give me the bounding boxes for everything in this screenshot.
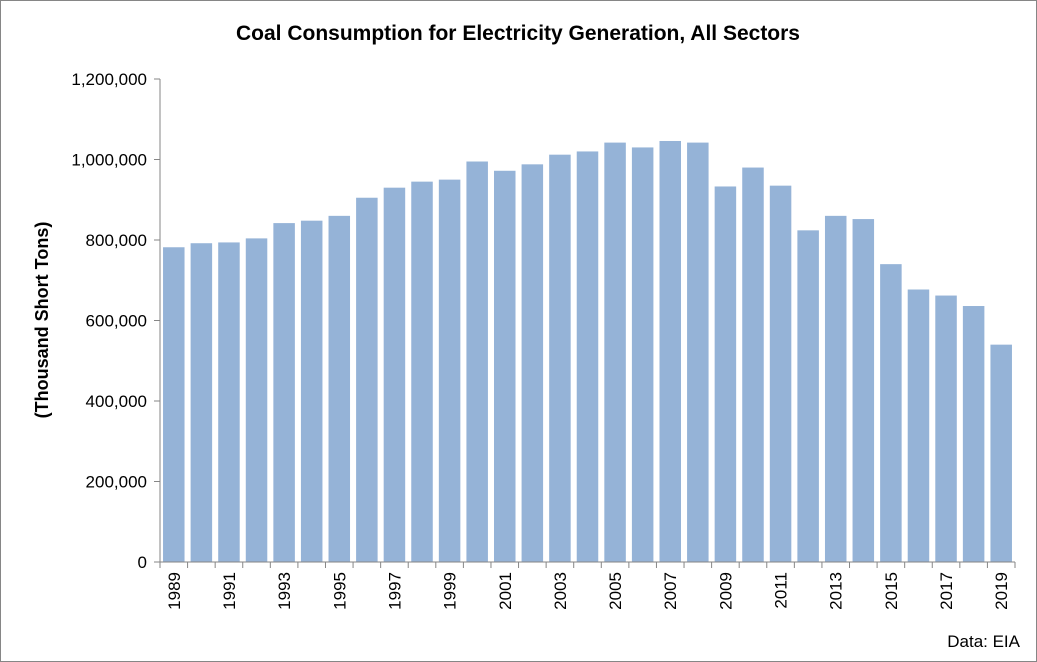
y-tick-label: 1,200,000: [71, 70, 147, 89]
bar-2003: [549, 154, 571, 563]
x-tick-label: 2019: [992, 572, 1011, 610]
y-tick-label: 0: [138, 553, 147, 572]
x-tick-label: 1989: [165, 572, 184, 610]
y-tick-label: 600,000: [86, 312, 147, 331]
bar-2001: [494, 170, 516, 562]
x-tick-label: 2005: [606, 572, 625, 610]
x-tick-label: 2001: [496, 572, 515, 610]
bar-1990: [190, 243, 213, 562]
x-tick-label: 1997: [385, 572, 404, 610]
y-tick-label: 1,000,000: [71, 151, 147, 170]
y-axis-label: (Thousand Short Tons): [32, 222, 52, 419]
x-tick-label: 1995: [330, 572, 349, 610]
x-tick-label: 1999: [441, 572, 460, 610]
bar-2015: [880, 264, 902, 562]
bar-2008: [687, 142, 709, 562]
chart-title: Coal Consumption for Electricity Generat…: [236, 22, 800, 45]
bar-1989: [163, 247, 185, 562]
bar-2006: [631, 147, 654, 562]
x-tick-label: 2003: [551, 572, 570, 610]
x-tick-label: 2015: [882, 572, 901, 610]
axes-group: [154, 78, 1016, 568]
bar-2005: [604, 142, 626, 562]
x-tick-label: 2009: [716, 572, 735, 610]
y-tick-label: 200,000: [86, 473, 147, 492]
bar-2017: [935, 295, 957, 562]
bars-group: [163, 140, 1012, 563]
y-tick-labels: 0 200,000 400,000 600,000 800,000 1,000,000 1,…: [71, 70, 147, 572]
bar-2016: [907, 289, 930, 562]
x-tick-label: 2017: [937, 572, 956, 610]
bar-1996: [356, 197, 378, 563]
bar-1998: [411, 181, 433, 562]
bar-2000: [466, 161, 488, 562]
x-tick-labels: 1989 1991 1993 1995 1997 1999 2001 2003 2005 2007…: [165, 572, 1011, 610]
bar-1993: [273, 223, 295, 562]
bar-1992: [245, 238, 268, 562]
bar-1999: [438, 179, 461, 563]
bar-2004: [576, 151, 599, 562]
source-note: Data: EIA: [947, 632, 1020, 651]
bar-1995: [328, 215, 351, 562]
bar-2010: [742, 167, 764, 563]
bar-2019: [990, 344, 1012, 562]
y-tick-label: 400,000: [86, 392, 147, 411]
bar-1994: [300, 220, 323, 562]
x-tick-label: 2013: [827, 572, 846, 610]
bar-1991: [218, 242, 240, 563]
bar-2012: [797, 230, 819, 562]
bar-2011: [769, 185, 792, 562]
x-tick-label: 1991: [220, 572, 239, 610]
bar-1997: [383, 187, 406, 562]
bar-2014: [852, 219, 875, 562]
bar-2018: [962, 306, 985, 562]
x-tick-label: 2007: [661, 572, 680, 610]
bar-2007: [659, 140, 681, 563]
bar-2013: [824, 215, 847, 562]
bar-2002: [521, 164, 544, 562]
x-tick-label: 1993: [275, 572, 294, 610]
y-tick-label: 800,000: [86, 231, 147, 250]
x-tick-label: 2011: [772, 572, 791, 609]
bar-2009: [714, 186, 737, 562]
